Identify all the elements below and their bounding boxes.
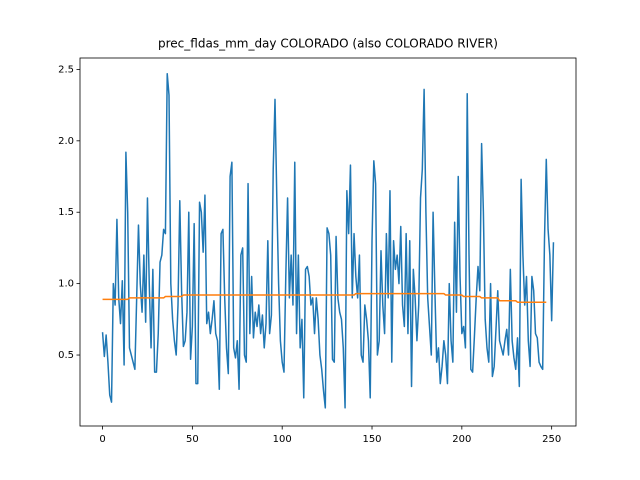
- chart-title: prec_fldas_mm_day COLORADO (also COLORAD…: [158, 37, 498, 51]
- plot-frame: [79, 57, 577, 427]
- x-tick-label: 250: [542, 434, 561, 445]
- y-tick-label: 2.5: [58, 64, 74, 75]
- y-tick-label: 0.5: [58, 350, 74, 361]
- y-tick-label: 2.0: [58, 136, 74, 147]
- x-tick-label: 200: [452, 434, 471, 445]
- x-tick-label: 100: [273, 434, 292, 445]
- x-tick-label: 0: [99, 434, 105, 445]
- y-tick-label: 1.5: [58, 207, 74, 218]
- y-tick-label: 1.0: [58, 279, 74, 290]
- data-line: [102, 292, 547, 303]
- data-line: [101, 72, 555, 409]
- x-tick-label: 50: [186, 434, 199, 445]
- x-tick-label: 150: [362, 434, 381, 445]
